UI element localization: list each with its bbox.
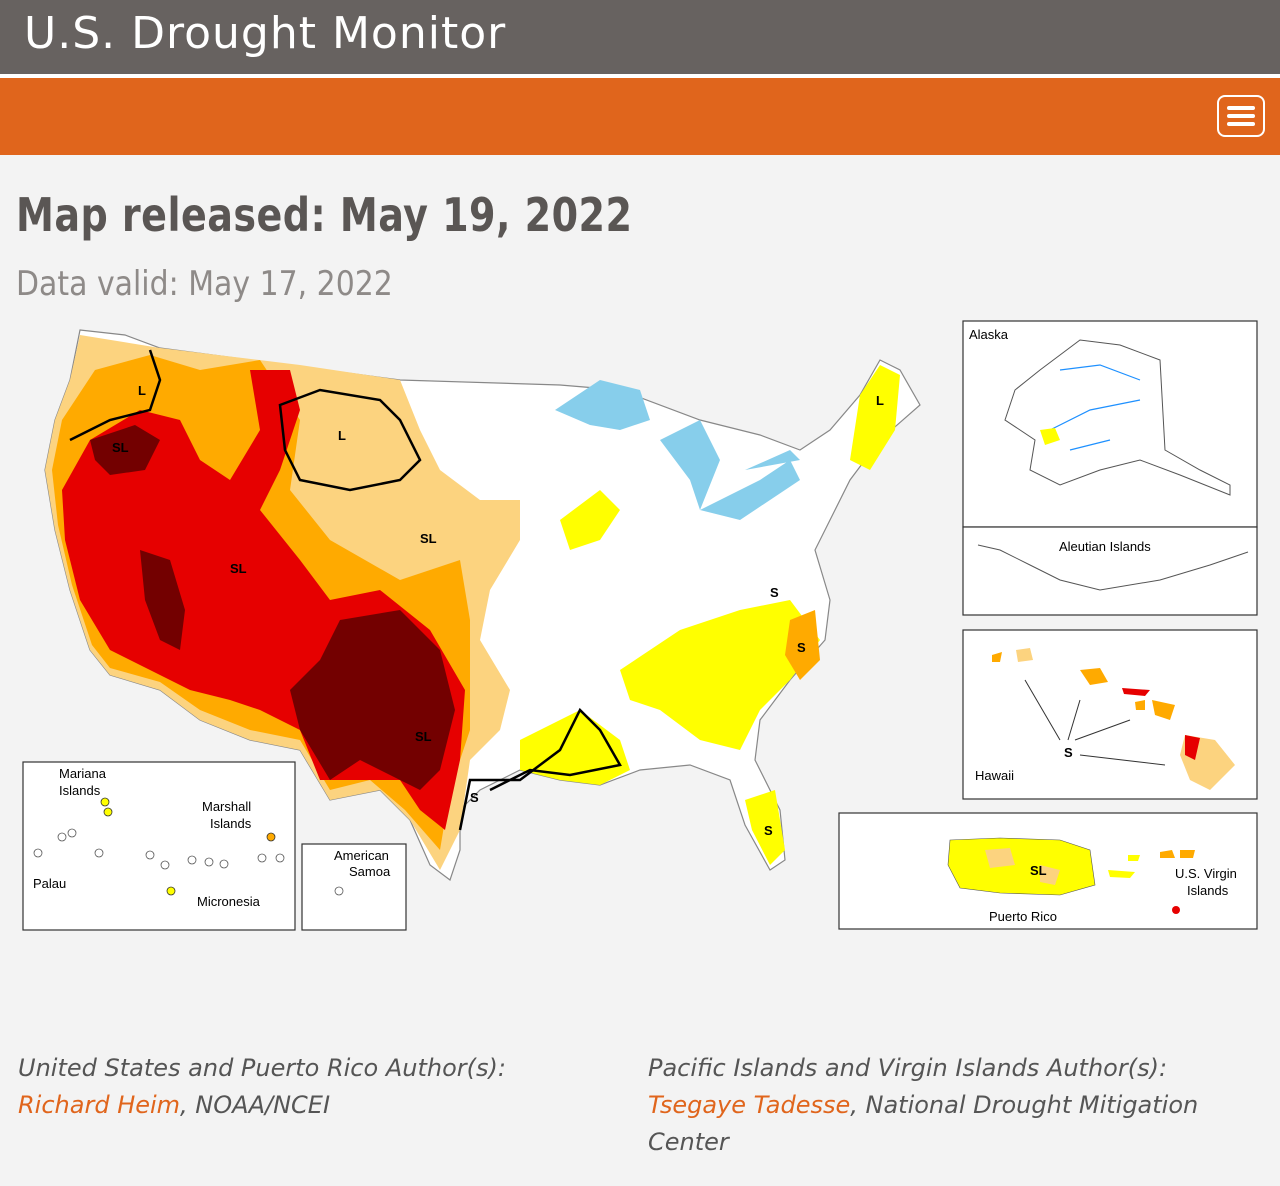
marshall-label: Marshall xyxy=(202,799,251,814)
virgin-islands-label: Islands xyxy=(1187,883,1229,898)
drought-d0-southeast xyxy=(620,600,820,750)
impact-label-l: L xyxy=(876,393,884,408)
pi-author-org: , National Drought Mitigation xyxy=(850,1091,1199,1119)
impact-boundary-north xyxy=(69,349,422,492)
hamburger-menu-icon[interactable] xyxy=(1217,95,1265,137)
impact-label-l: L xyxy=(338,428,346,443)
hawaii-inset[interactable]: Hawaii S xyxy=(962,629,1258,800)
pi-author-org-cont: Center xyxy=(648,1128,729,1156)
hawaii-impact-s: S xyxy=(1064,745,1073,760)
samoa-label: Samoa xyxy=(349,864,391,879)
puerto-rico-inset[interactable]: SL Puerto Rico U.S. Virgin Islands xyxy=(838,812,1258,930)
puerto-rico-label: Puerto Rico xyxy=(989,909,1057,924)
drought-d0-midwest xyxy=(560,490,620,550)
impact-label-sl: SL xyxy=(112,440,129,455)
impact-label-s: S xyxy=(797,640,806,655)
data-valid-subheading: Data valid: May 17, 2022 xyxy=(16,264,393,304)
pacific-islands-inset[interactable]: Mariana Islands Marshall Islands Palau M… xyxy=(22,761,407,931)
site-title[interactable]: U.S. Drought Monitor xyxy=(24,8,507,59)
impact-label-sl: SL xyxy=(415,729,432,744)
aleutian-label: Aleutian Islands xyxy=(1059,539,1151,554)
us-authors-heading: United States and Puerto Rico Author(s): xyxy=(18,1054,506,1082)
drought-map[interactable]: L L L SL SL SL SL S S S S Alaska Aleutia… xyxy=(0,310,1280,950)
samoa-label: American xyxy=(334,848,389,863)
impact-boundary-south xyxy=(458,707,622,831)
pi-author-link[interactable]: Tsegaye Tadesse xyxy=(648,1091,851,1119)
alaska-label: Alaska xyxy=(969,327,1009,342)
drought-d4-california xyxy=(140,550,185,650)
drought-d0-gulf xyxy=(520,710,630,785)
alaska-inset[interactable]: Alaska Aleutian Islands xyxy=(962,320,1258,616)
mariana-label: Mariana xyxy=(59,766,107,781)
us-author-link[interactable]: Richard Heim xyxy=(18,1091,181,1119)
impact-label-s: S xyxy=(764,823,773,838)
drought-d4-texas-nm xyxy=(290,610,455,790)
impact-label-sl: SL xyxy=(230,561,247,576)
impact-label-sl: SL xyxy=(420,531,437,546)
pi-authors-heading: Pacific Islands and Virgin Islands Autho… xyxy=(648,1054,1168,1082)
hawaii-label: Hawaii xyxy=(975,768,1014,783)
us-authors-block: United States and Puerto Rico Author(s):… xyxy=(18,1050,506,1124)
marshall-label: Islands xyxy=(210,816,252,831)
drought-d0-florida xyxy=(745,790,785,865)
impact-label-s: S xyxy=(770,585,779,600)
nav-bar xyxy=(0,78,1280,155)
palau-label: Palau xyxy=(33,876,66,891)
impact-label-l: L xyxy=(138,383,146,398)
impact-label-s: S xyxy=(470,790,479,805)
mariana-label: Islands xyxy=(59,783,101,798)
great-lakes xyxy=(555,380,800,520)
drought-map-svg: L L L SL SL SL SL S S S S Alaska Aleutia… xyxy=(22,320,1258,931)
pi-authors-block: Pacific Islands and Virgin Islands Autho… xyxy=(648,1050,1198,1161)
micronesia-label: Micronesia xyxy=(197,894,261,909)
map-released-heading: Map released: May 19, 2022 xyxy=(16,188,633,242)
virgin-islands-label: U.S. Virgin xyxy=(1175,866,1237,881)
drought-d1-carolina xyxy=(785,610,820,680)
site-header: U.S. Drought Monitor xyxy=(0,0,1280,78)
drought-d0-northeast xyxy=(850,365,900,470)
pr-impact-sl: SL xyxy=(1030,863,1047,878)
drought-d4-oregon xyxy=(90,425,160,475)
us-author-org: , NOAA/NCEI xyxy=(180,1091,331,1119)
